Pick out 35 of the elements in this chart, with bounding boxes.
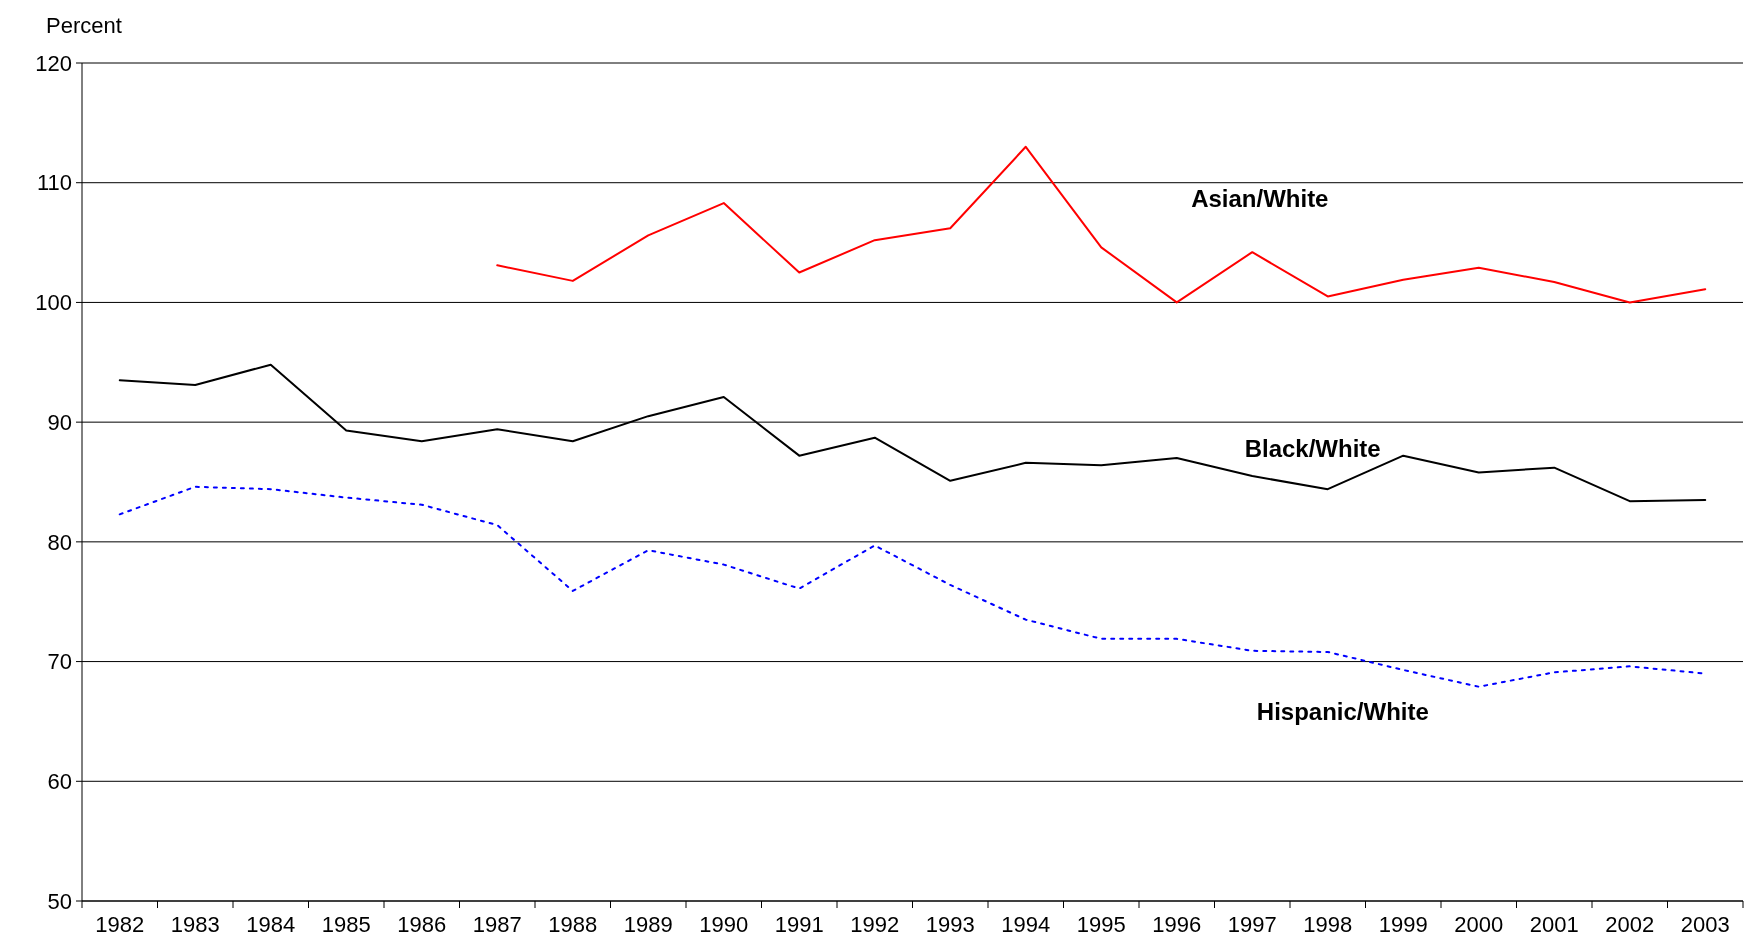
- series-label: Hispanic/White: [1256, 697, 1429, 725]
- series-label: Black/White: [1244, 434, 1381, 462]
- x-tick-label: 1993: [925, 912, 975, 937]
- x-tick-label: 1989: [623, 912, 673, 937]
- x-tick-label: 2002: [1605, 912, 1655, 937]
- x-tick-label: 1987: [472, 912, 522, 937]
- x-tick-label: 1992: [850, 912, 900, 937]
- y-tick-label: 60: [47, 768, 72, 794]
- x-tick-label: 1999: [1378, 912, 1428, 937]
- y-tick-label: 90: [47, 409, 72, 435]
- text: Asian/White: [1191, 184, 1329, 212]
- y-tick-label: 110: [36, 170, 72, 196]
- x-tick-label: 2003: [1680, 912, 1730, 937]
- y-tick-label: 70: [47, 649, 72, 675]
- x-tick-label: 1998: [1303, 912, 1353, 937]
- y-tick-label: 50: [47, 888, 72, 914]
- y-axis-title: Percent: [46, 13, 122, 38]
- x-tick-label: 1988: [548, 912, 598, 937]
- y-tick-label: 80: [47, 529, 72, 555]
- line-series: [496, 145, 1707, 304]
- x-tick-label: 1983: [170, 912, 220, 937]
- x-tick-label: 1991: [774, 912, 824, 937]
- x-tick-label: 1982: [95, 912, 145, 937]
- x-tick-label: 1985: [321, 912, 371, 937]
- x-tick-label: 1995: [1076, 912, 1126, 937]
- x-tick-label: 1984: [246, 912, 296, 937]
- y-tick-label: 100: [35, 290, 72, 316]
- x-tick-label: 2001: [1529, 912, 1579, 937]
- x-tick-label: 1994: [1001, 912, 1051, 937]
- x-tick-label: 1990: [699, 912, 749, 937]
- x-tick-label: 1996: [1152, 912, 1202, 937]
- y-tick-label: 120: [35, 50, 72, 76]
- x-tick-label: 1997: [1227, 912, 1277, 937]
- x-tick-label: 1986: [397, 912, 447, 937]
- x-tick-label: 2000: [1454, 912, 1504, 937]
